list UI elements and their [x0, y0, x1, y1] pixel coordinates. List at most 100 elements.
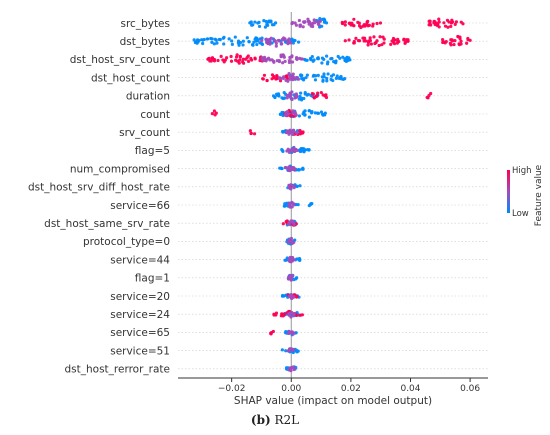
- shap-point: [256, 21, 260, 25]
- feature-label: flag=1: [135, 273, 170, 285]
- shap-point: [206, 57, 211, 61]
- shap-point: [287, 60, 292, 65]
- shap-point: [368, 36, 372, 40]
- shap-point: [350, 21, 354, 25]
- shap-point: [249, 20, 253, 24]
- shap-point: [219, 54, 223, 58]
- shap-point: [244, 57, 248, 61]
- shap-point: [253, 57, 257, 61]
- shap-point: [466, 38, 470, 42]
- shap-point: [282, 75, 286, 79]
- shap-point: [212, 109, 217, 113]
- shap-point: [230, 39, 234, 43]
- shap-point: [362, 39, 366, 43]
- shap-point: [210, 112, 214, 116]
- shap-point: [282, 204, 286, 208]
- shap-point: [216, 58, 220, 63]
- shap-point: [449, 38, 453, 42]
- shap-point: [442, 21, 446, 25]
- shap-point: [287, 37, 291, 41]
- shap-point: [352, 24, 356, 28]
- shap-point: [354, 36, 358, 41]
- shap-point: [290, 205, 294, 209]
- shap-point: [378, 21, 383, 25]
- shap-point: [245, 36, 249, 40]
- shap-point: [291, 256, 295, 260]
- shap-point: [291, 72, 295, 76]
- shap-point: [285, 96, 289, 100]
- shap-point: [284, 78, 288, 82]
- shap-point: [303, 90, 307, 95]
- shap-point: [252, 132, 257, 136]
- shap-point: [193, 40, 197, 45]
- shap-point: [301, 131, 305, 135]
- shap-point: [442, 40, 446, 44]
- shap-point: [316, 73, 320, 77]
- x-tick-label: 0.02: [341, 384, 361, 394]
- shap-point: [365, 22, 369, 27]
- shap-point: [266, 23, 270, 27]
- shap-point: [262, 73, 267, 77]
- shap-point: [215, 41, 219, 45]
- shap-point: [437, 20, 441, 24]
- feature-label: service=24: [110, 309, 170, 321]
- shap-point: [281, 149, 285, 153]
- shap-point: [256, 38, 260, 43]
- shap-point: [325, 76, 329, 80]
- shap-point: [449, 24, 453, 28]
- shap-point: [295, 57, 299, 61]
- shap-point: [238, 54, 242, 58]
- shap-point: [205, 37, 209, 41]
- shap-point: [316, 57, 320, 61]
- shap-point: [303, 113, 307, 117]
- shap-point: [241, 60, 245, 64]
- feature-label: src_bytes: [120, 18, 170, 30]
- shap-point: [212, 42, 216, 46]
- shap-point: [294, 295, 299, 299]
- x-axis-ticks: −0.02 0.00 0.02 0.04 0.06: [218, 378, 480, 394]
- shap-point: [427, 23, 431, 27]
- shap-point: [281, 61, 285, 65]
- shap-point: [310, 55, 314, 59]
- shap-point: [291, 132, 295, 137]
- shap-point: [192, 38, 196, 42]
- shap-point: [377, 43, 381, 48]
- feature-label: service=66: [110, 200, 170, 212]
- shap-point: [290, 201, 295, 205]
- feature-label: flag=5: [135, 145, 170, 157]
- shap-point: [272, 313, 276, 317]
- shap-point: [310, 92, 314, 96]
- shap-point: [302, 150, 306, 154]
- shap-point: [456, 35, 461, 39]
- shap-point: [321, 93, 325, 97]
- shap-point: [233, 35, 237, 39]
- shap-point: [307, 109, 312, 113]
- shap-point: [295, 131, 299, 135]
- shap-point: [290, 310, 294, 315]
- shap-point: [246, 59, 251, 63]
- shap-point: [302, 20, 306, 24]
- shap-point: [237, 43, 241, 47]
- shap-point: [289, 41, 293, 45]
- shap-point: [282, 90, 286, 95]
- shap-point: [451, 20, 455, 24]
- shap-point: [284, 293, 288, 297]
- shap-point: [268, 58, 272, 62]
- shap-point: [289, 148, 293, 152]
- caption-label: (b): [251, 413, 271, 427]
- shap-point: [301, 78, 306, 82]
- shap-point: [294, 95, 298, 99]
- shap-point: [241, 57, 245, 61]
- shap-point: [271, 329, 275, 334]
- shap-point: [251, 23, 255, 27]
- shap-point: [340, 20, 344, 24]
- shap-point: [331, 73, 336, 77]
- shap-point: [286, 41, 290, 45]
- shap-point: [299, 91, 303, 95]
- shap-point: [280, 348, 284, 352]
- shap-point: [282, 312, 287, 316]
- shap-point: [454, 20, 458, 24]
- shap-point: [428, 19, 432, 23]
- shap-point: [372, 35, 376, 39]
- colorbar-title: Feature value: [534, 164, 544, 226]
